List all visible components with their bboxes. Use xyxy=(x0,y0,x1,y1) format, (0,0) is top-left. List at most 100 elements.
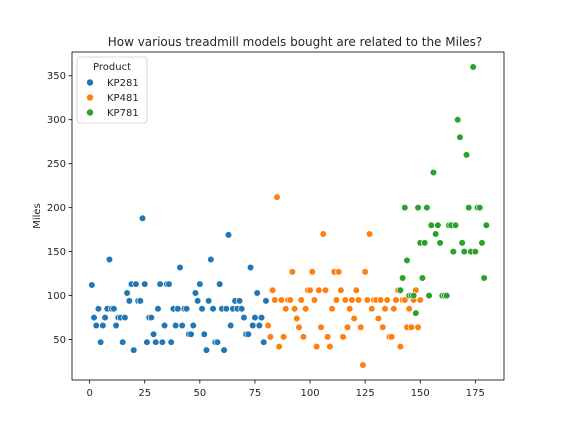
data-point-kp781 xyxy=(443,291,451,300)
data-point-kp281 xyxy=(178,321,186,330)
data-point-kp281 xyxy=(240,313,248,322)
series-kp281 xyxy=(88,214,270,354)
data-point-kp481 xyxy=(277,296,285,304)
data-point-kp281 xyxy=(110,305,118,313)
data-point-kp281 xyxy=(125,297,133,305)
data-point-kp281 xyxy=(189,321,197,330)
data-point-kp281 xyxy=(101,313,109,322)
data-point-kp481 xyxy=(297,296,305,304)
data-point-kp781 xyxy=(471,248,479,256)
x-tick-label: 75 xyxy=(249,388,262,399)
data-point-kp481 xyxy=(328,305,336,313)
data-point-kp781 xyxy=(427,221,435,229)
data-point-kp281 xyxy=(99,321,107,330)
data-point-kp281 xyxy=(222,305,230,313)
data-point-kp281 xyxy=(132,280,140,288)
x-tick-label: 150 xyxy=(411,388,430,399)
data-point-kp281 xyxy=(187,330,195,338)
data-point-kp481 xyxy=(313,342,321,351)
data-point-kp781 xyxy=(425,291,433,300)
legend-label: KP281 xyxy=(107,78,139,89)
data-point-kp281 xyxy=(260,338,268,346)
data-point-kp281 xyxy=(194,297,202,305)
data-point-kp481 xyxy=(302,305,310,313)
data-point-kp281 xyxy=(191,289,200,297)
data-point-kp481 xyxy=(387,333,396,341)
data-point-kp481 xyxy=(271,296,279,304)
data-point-kp481 xyxy=(376,296,385,304)
legend-title: Product xyxy=(93,62,131,73)
data-point-kp281 xyxy=(249,321,257,330)
legend-marker xyxy=(86,108,94,117)
data-point-kp781 xyxy=(451,221,460,229)
data-point-kp481 xyxy=(348,296,356,304)
data-points xyxy=(88,63,490,369)
data-point-kp781 xyxy=(429,168,438,177)
data-point-kp281 xyxy=(94,305,103,313)
data-point-kp281 xyxy=(255,321,263,330)
data-point-kp481 xyxy=(286,296,294,304)
x-tick-label: 125 xyxy=(356,388,375,399)
data-point-kp481 xyxy=(350,314,358,323)
data-point-kp281 xyxy=(154,305,162,313)
data-point-kp781 xyxy=(458,239,466,247)
x-tick-label: 175 xyxy=(466,388,485,399)
data-point-kp281 xyxy=(97,338,105,346)
data-point-kp481 xyxy=(343,323,352,331)
data-point-kp481 xyxy=(293,314,301,323)
data-point-kp481 xyxy=(319,230,327,238)
data-point-kp481 xyxy=(381,305,389,313)
legend-label: KP781 xyxy=(107,108,139,119)
data-point-kp281 xyxy=(136,297,144,305)
data-point-kp281 xyxy=(205,297,213,305)
data-point-kp281 xyxy=(238,305,246,313)
data-point-kp481 xyxy=(354,296,363,304)
legend-box xyxy=(76,56,148,124)
data-point-kp481 xyxy=(346,305,354,313)
data-point-kp781 xyxy=(401,204,409,212)
x-tick-label: 0 xyxy=(86,388,92,399)
x-tick-label: 100 xyxy=(300,388,319,399)
data-point-kp481 xyxy=(390,305,398,313)
data-point-kp281 xyxy=(176,263,184,272)
data-point-kp481 xyxy=(295,323,303,331)
data-point-kp481 xyxy=(361,268,369,276)
data-point-kp281 xyxy=(171,321,180,330)
data-point-kp481 xyxy=(291,305,299,313)
data-point-kp481 xyxy=(335,268,343,276)
data-point-kp281 xyxy=(213,338,222,346)
y-tick-label: 150 xyxy=(47,247,66,258)
data-point-kp281 xyxy=(200,330,208,338)
y-tick-label: 200 xyxy=(47,203,66,214)
data-point-kp781 xyxy=(476,204,484,212)
data-point-kp481 xyxy=(275,342,283,351)
data-point-kp481 xyxy=(324,333,332,341)
data-point-kp281 xyxy=(160,321,169,330)
data-point-kp481 xyxy=(266,333,274,341)
data-point-kp481 xyxy=(288,268,297,276)
data-point-kp281 xyxy=(165,280,173,288)
data-point-kp781 xyxy=(460,248,468,256)
legend-marker xyxy=(86,78,94,87)
data-point-kp481 xyxy=(416,296,424,304)
data-point-kp481 xyxy=(308,268,316,276)
data-point-kp481 xyxy=(383,296,391,304)
data-point-kp481 xyxy=(273,193,281,201)
legend-marker xyxy=(86,93,94,102)
data-point-kp481 xyxy=(264,321,272,330)
data-point-kp481 xyxy=(339,333,347,341)
data-point-kp481 xyxy=(357,323,365,331)
data-point-kp281 xyxy=(141,280,149,288)
data-point-kp481 xyxy=(337,286,345,294)
data-point-kp481 xyxy=(268,286,277,294)
data-point-kp481 xyxy=(306,286,314,294)
data-point-kp481 xyxy=(392,296,400,304)
data-point-kp481 xyxy=(401,296,409,304)
y-tick-label: 350 xyxy=(47,71,66,82)
data-point-kp281 xyxy=(235,297,244,305)
data-point-kp281 xyxy=(207,255,215,264)
data-point-kp781 xyxy=(414,204,422,212)
data-point-kp281 xyxy=(257,313,266,322)
data-point-kp281 xyxy=(196,280,204,288)
